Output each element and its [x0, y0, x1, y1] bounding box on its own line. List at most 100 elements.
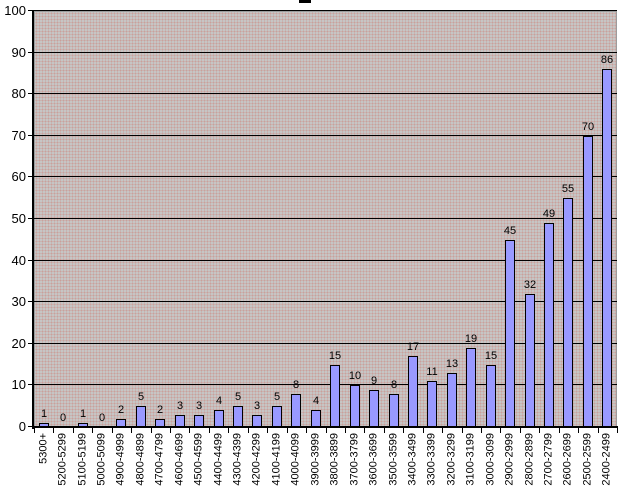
x-axis-tick: [287, 427, 288, 433]
bar-value-label: 8: [390, 379, 398, 391]
x-axis-tick: [306, 427, 307, 433]
bar: [544, 223, 554, 427]
x-axis-tick: [403, 427, 404, 433]
bar: [583, 136, 593, 427]
bar-value-label: 2: [156, 404, 164, 416]
bar-value-label: 2: [117, 404, 125, 416]
y-axis-label: 100: [4, 3, 26, 18]
x-axis-tick: [481, 427, 482, 433]
bar-value-label: 5: [234, 391, 242, 403]
bar: [466, 348, 476, 427]
y-axis-label: 30: [11, 294, 26, 309]
x-axis-label: 4000-4099: [289, 433, 302, 486]
x-axis-label: 4800-4899: [134, 433, 147, 486]
x-axis-tick: [598, 427, 599, 433]
x-axis-tick: [559, 427, 560, 433]
bar-value-label: 11: [426, 366, 438, 378]
x-axis-label: 4200-4299: [250, 433, 263, 486]
plot-area: [34, 11, 617, 427]
bar: [408, 356, 418, 427]
bar: [233, 406, 243, 427]
x-axis-label: 3100-3199: [464, 433, 477, 486]
x-axis-tick: [326, 427, 327, 433]
bar-value-label: 4: [215, 395, 223, 407]
bar: [525, 294, 535, 427]
x-axis-tick: [617, 427, 618, 433]
y-gridline: [34, 301, 617, 302]
x-axis-tick: [500, 427, 501, 433]
y-axis-label: 70: [11, 128, 26, 143]
bar: [602, 69, 612, 427]
bar-value-label: 1: [40, 408, 48, 420]
bar-value-label: 0: [98, 412, 106, 424]
y-gridline: [34, 218, 617, 219]
bar-value-label: 3: [195, 400, 203, 412]
bar-value-label: 10: [348, 370, 362, 382]
y-axis-label: 20: [11, 336, 26, 351]
bar: [505, 240, 515, 427]
y-axis-tick: [28, 93, 34, 94]
y-axis-label: 40: [11, 253, 26, 268]
bar: [486, 365, 496, 427]
x-axis-label: 4400-4499: [212, 433, 225, 486]
bar-value-label: 15: [484, 350, 498, 362]
x-axis-label: 3500-3599: [387, 433, 400, 486]
x-axis-tick: [520, 427, 521, 433]
x-axis-line: [32, 426, 618, 428]
bar: [369, 390, 379, 427]
y-axis-label: 60: [11, 169, 26, 184]
x-axis-label: 4100-4199: [270, 433, 283, 486]
x-axis-label: 4500-4599: [192, 433, 205, 486]
x-axis-label: 4900-4999: [114, 433, 127, 486]
x-axis-tick: [228, 427, 229, 433]
y-axis-label: 10: [11, 377, 26, 392]
y-axis-tick: [28, 10, 34, 11]
bar-value-label: 8: [292, 379, 300, 391]
bar-value-label: 5: [273, 391, 281, 403]
y-gridline: [34, 384, 617, 385]
x-axis-label: 4600-4699: [173, 433, 186, 486]
bar-value-label: 3: [176, 400, 184, 412]
y-axis-tick: [28, 218, 34, 219]
bar: [427, 381, 437, 427]
bar-value-label: 13: [445, 358, 459, 370]
x-axis-tick: [578, 427, 579, 433]
x-axis-label: 2500-2599: [581, 433, 594, 486]
x-axis-label: 4700-4799: [153, 433, 166, 486]
x-axis-label: 5200-5299: [56, 433, 69, 486]
y-gridline: [34, 343, 617, 344]
y-axis-label: 0: [18, 419, 26, 434]
y-gridline: [34, 135, 617, 136]
bar: [214, 410, 224, 427]
bar: [136, 406, 146, 427]
y-axis-label: 90: [11, 45, 26, 60]
bar-value-label: 70: [581, 121, 595, 133]
y-gridline: [34, 260, 617, 261]
bar: [563, 198, 573, 427]
bar: [447, 373, 457, 427]
x-axis-tick: [539, 427, 540, 433]
bar-value-label: 32: [523, 279, 537, 291]
bar-value-label: 55: [561, 183, 575, 195]
y-axis-tick: [28, 52, 34, 53]
y-gridline: [34, 176, 617, 177]
x-axis-label: 4300-4399: [231, 433, 244, 486]
x-axis-tick: [73, 427, 74, 433]
x-axis-tick: [462, 427, 463, 433]
y-axis-tick: [28, 384, 34, 385]
y-axis-line: [32, 10, 34, 429]
x-axis-tick: [345, 427, 346, 433]
bar: [330, 365, 340, 427]
x-axis-tick: [151, 427, 152, 433]
y-axis-tick: [28, 176, 34, 177]
x-axis-label: 3000-3099: [484, 433, 497, 486]
x-axis-label: 3700-3799: [348, 433, 361, 486]
y-axis-tick: [28, 301, 34, 302]
x-axis-label: 5300+: [37, 433, 50, 464]
y-axis-label: 80: [11, 86, 26, 101]
x-axis-label: 3300-3399: [425, 433, 438, 486]
x-axis-label: 5100-5199: [76, 433, 89, 486]
x-axis-label: 2600-2699: [561, 433, 574, 486]
x-axis-tick: [442, 427, 443, 433]
